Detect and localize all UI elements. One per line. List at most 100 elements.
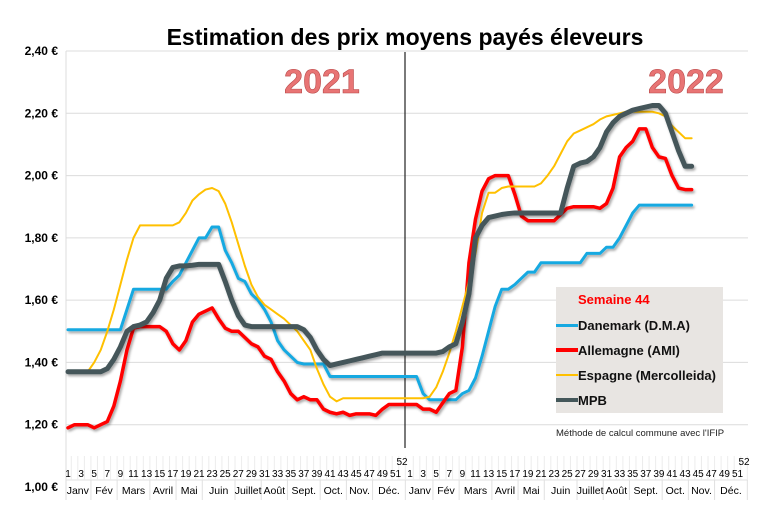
week-tick-label: 5 (91, 469, 97, 480)
method-note: Méthode de calcul commune avec l'IFIP (556, 428, 725, 439)
week-tick-label: 5 (433, 469, 439, 480)
week-tick-label: 31 (601, 469, 613, 480)
legend-item-danemark: Danemark (D.M.A) (556, 316, 690, 334)
month-label: Déc. (378, 485, 400, 497)
week-tick-label: 39 (653, 469, 665, 480)
week-tick-label: 3 (78, 469, 84, 480)
month-label: Avril (153, 485, 173, 497)
month-label: Juin (551, 485, 570, 497)
week-tick-label: 43 (338, 469, 350, 480)
legend-item-mpb: MPB (556, 391, 607, 409)
week-tick-label: 15 (496, 469, 508, 480)
y-tick-label: 2,00 € (25, 169, 59, 183)
legend-item-allemagne: Allemagne (AMI) (556, 341, 680, 359)
series-line-mpb (65, 103, 695, 375)
week-tick-label: 47 (364, 469, 376, 480)
month-label: Déc. (720, 485, 742, 497)
week-tick-label: 47 (706, 469, 718, 480)
month-label: Avril (495, 485, 515, 497)
week-tick-label: 52 (738, 457, 750, 468)
week-tick-label: 19 (522, 469, 534, 480)
y-axis: 1,00 € 1,20 € 1,40 € 1,60 € 1,80 € 2,00 € 2,20… (25, 44, 59, 494)
legend-label: MPB (578, 392, 607, 408)
x-axis: 1 3 5 7 9 11 13 15 17 19 21 23 25 27 29 31 33 35 37 39 41 43 4… (65, 456, 750, 500)
gridlines (65, 50, 748, 500)
month-label: Oct. (666, 485, 685, 497)
month-label: Nov. (349, 485, 370, 497)
week-tick-label: 9 (460, 469, 466, 480)
month-label: Fév (95, 485, 113, 497)
month-label: Janv (67, 485, 90, 497)
week-tick-label: 23 (549, 469, 561, 480)
month-label: Mars (464, 485, 487, 497)
legend-title: Semaine 44 (578, 292, 650, 307)
week-tick-label: 11 (470, 469, 481, 480)
y-tick-label: 2,40 € (25, 44, 59, 58)
series-line-danemark (66, 203, 694, 402)
week-tick-label: 33 (614, 469, 626, 480)
week-tick-label: 51 (390, 469, 402, 480)
week-tick-label: 25 (220, 469, 232, 480)
week-tick-label: 27 (233, 469, 245, 480)
series-lines (65, 103, 695, 430)
week-tick-label: 13 (483, 469, 495, 480)
week-tick-label: 29 (588, 469, 600, 480)
legend-label: Allemagne (AMI) (578, 342, 680, 358)
week-tick-label: 45 (351, 469, 363, 480)
legend-label: Danemark (D.M.A) (578, 317, 690, 333)
month-label: Août (606, 485, 628, 497)
y-tick-label: 2,20 € (25, 106, 59, 120)
month-label: Fév (437, 485, 455, 497)
week-tick-label: 49 (719, 469, 731, 480)
legend-swatch (556, 348, 578, 352)
month-label: Juillet (577, 485, 604, 497)
legend-swatch (556, 374, 578, 376)
week-tick-label: 9 (118, 469, 124, 480)
y-tick-label: 1,60 € (25, 293, 59, 307)
week-tick-label: 3 (420, 469, 426, 480)
legend-swatch (556, 398, 578, 402)
week-tick-label: 35 (627, 469, 639, 480)
year-label-2021: 2021 (284, 63, 360, 101)
week-tick-label: 1 (65, 469, 71, 480)
week-tick-label: 49 (377, 469, 389, 480)
week-tick-label: 29 (246, 469, 258, 480)
month-label: Sept. (292, 485, 317, 497)
week-tick-label: 15 (154, 469, 166, 480)
legend-label: Espagne (Mercolleida) (578, 367, 716, 383)
month-label: Janv (409, 485, 432, 497)
week-tick-label: 33 (272, 469, 284, 480)
week-tick-label: 39 (311, 469, 323, 480)
week-tick-label: 17 (509, 469, 521, 480)
legend-swatch (556, 323, 578, 327)
legend-item-espagne: Espagne (Mercolleida) (556, 366, 716, 384)
week-tick-label: 21 (535, 469, 547, 480)
year-label-2022: 2022 (648, 63, 724, 101)
month-label: Juin (209, 485, 228, 497)
week-tick-label: 17 (167, 469, 179, 480)
y-tick-label: 1,00 € (25, 480, 59, 494)
week-tick-label: 11 (128, 469, 139, 480)
week-tick-label: 37 (298, 469, 310, 480)
week-tick-label: 31 (259, 469, 271, 480)
week-tick-label: 7 (447, 469, 453, 480)
month-label: Mai (181, 485, 198, 497)
week-tick-label: 43 (680, 469, 692, 480)
week-tick-label: 35 (285, 469, 297, 480)
week-tick-label: 21 (193, 469, 205, 480)
month-label: Nov. (691, 485, 712, 497)
y-tick-label: 1,80 € (25, 231, 59, 245)
week-tick-label: 7 (105, 469, 111, 480)
month-label: Sept. (634, 485, 659, 497)
week-tick-label: 19 (180, 469, 192, 480)
week-tick-label: 52 (396, 457, 408, 468)
week-tick-label: 23 (207, 469, 219, 480)
week-tick-label: 41 (324, 469, 336, 480)
week-tick-label: 45 (693, 469, 705, 480)
week-tick-label: 41 (666, 469, 678, 480)
series-line-espagne (67, 110, 693, 403)
week-tick-label: 37 (640, 469, 652, 480)
legend: Semaine 44 Danemark (D.M.A) Allemagne (A… (556, 287, 723, 413)
month-label: Juillet (235, 485, 262, 497)
month-label: Mars (122, 485, 145, 497)
